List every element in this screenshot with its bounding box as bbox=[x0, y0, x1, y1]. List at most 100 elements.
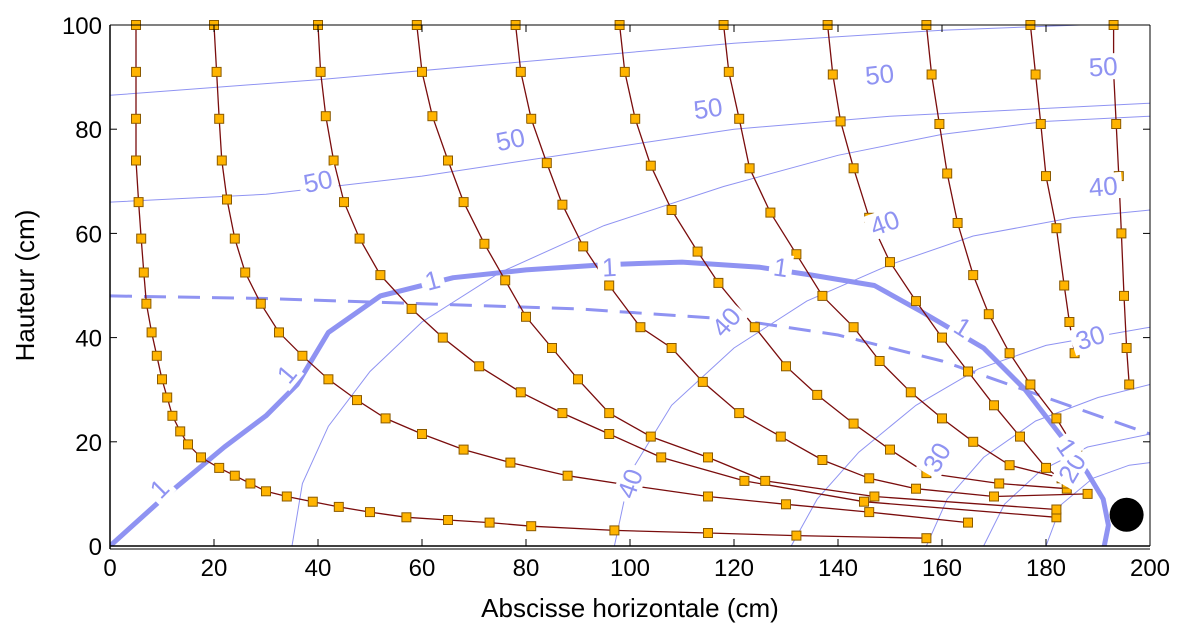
contour-label-16: 1 bbox=[269, 356, 305, 392]
trajectory-marker-6-6 bbox=[817, 290, 828, 301]
trajectory-marker-1-4 bbox=[222, 194, 232, 205]
trajectory-marker-0-7 bbox=[141, 298, 152, 309]
trajectory-marker-7-10 bbox=[1015, 431, 1025, 442]
trajectory-marker-10-7 bbox=[1124, 379, 1135, 390]
trajectory-marker-6-12 bbox=[1004, 460, 1015, 471]
trajectory-marker-2-1 bbox=[315, 66, 326, 77]
trajectory-marker-4-12 bbox=[817, 455, 828, 465]
trajectory-marker-7-9 bbox=[989, 400, 999, 411]
trajectory-marker-0-24 bbox=[401, 512, 412, 523]
x-tick-label: 0 bbox=[103, 555, 116, 582]
trajectory-marker-3-7 bbox=[521, 311, 531, 322]
x-tick-label: 200 bbox=[1130, 555, 1170, 582]
contour-label-bg bbox=[862, 204, 908, 242]
y-tick-label: 40 bbox=[75, 326, 102, 353]
trajectory-marker-5-5 bbox=[692, 246, 703, 257]
contour-label-bg bbox=[1068, 319, 1113, 356]
trajectory-marker-2-8 bbox=[437, 332, 448, 343]
source-dot bbox=[1109, 497, 1144, 532]
contour-label-3: 50 bbox=[859, 58, 900, 91]
contour-label-bg bbox=[489, 122, 532, 157]
contour-label-2: 50 bbox=[687, 92, 729, 125]
trajectory-marker-2-6 bbox=[375, 270, 386, 281]
trajectory-line-0 bbox=[135, 25, 927, 539]
x-axis-title: Abscisse horizontale (cm) bbox=[481, 593, 779, 623]
trajectory-marker-2-4 bbox=[339, 197, 349, 208]
trajectory-marker-0-22 bbox=[333, 501, 344, 512]
x-tick-label: 80 bbox=[513, 555, 540, 582]
trajectory-line-8 bbox=[925, 24, 1078, 453]
trajectory-marker-0-29 bbox=[703, 528, 713, 538]
trajectory-marker-3-14 bbox=[869, 491, 880, 502]
trajectory-marker-5-10 bbox=[848, 418, 859, 429]
contour-label-5: 40 bbox=[862, 204, 908, 242]
trajectory-marker-4-8 bbox=[666, 343, 677, 353]
x-tick-label: 160 bbox=[922, 555, 962, 582]
x-tick-label: 120 bbox=[714, 555, 754, 582]
trajectory-marker-4-5 bbox=[578, 241, 589, 252]
contour-label-8: 40 bbox=[611, 461, 649, 506]
contour-label-bg bbox=[597, 253, 622, 281]
trajectory-marker-0-14 bbox=[183, 439, 193, 450]
contour-line-2 bbox=[110, 102, 1150, 203]
trajectory-marker-4-13 bbox=[864, 473, 875, 484]
trajectory-marker-2-2 bbox=[320, 111, 331, 122]
contour-label-12: 1 bbox=[417, 264, 447, 297]
contour-label-bg bbox=[687, 92, 729, 124]
contour-label-15: 1 bbox=[946, 310, 980, 345]
trajectory-marker-9-6 bbox=[1064, 317, 1075, 327]
trajectory-marker-1-19 bbox=[781, 499, 791, 510]
trajectory-line-1 bbox=[213, 24, 969, 524]
trajectory-marker-0-11 bbox=[162, 392, 173, 403]
trajectory-marker-3-10 bbox=[604, 408, 615, 419]
contour-label-bg bbox=[916, 434, 958, 481]
trajectory-marker-2-7 bbox=[406, 303, 417, 314]
contour-label-text: 50 bbox=[1088, 51, 1118, 82]
trajectory-marker-0-18 bbox=[245, 478, 256, 489]
trajectory-marker-0-17 bbox=[229, 470, 240, 481]
trajectory-marker-8-7 bbox=[1004, 348, 1015, 359]
trajectory-marker-0-19 bbox=[261, 486, 271, 497]
trajectory-line-5 bbox=[618, 24, 1067, 490]
trajectory-marker-0-12 bbox=[167, 410, 178, 421]
trajectory-marker-6-9 bbox=[905, 387, 916, 398]
trajectory-marker-8-3 bbox=[942, 168, 953, 179]
trajectory-marker-6-3 bbox=[744, 163, 755, 174]
contour-label-13: 1 bbox=[597, 252, 622, 283]
trajectory-marker-8-4 bbox=[952, 218, 963, 228]
trajectory-marker-4-1 bbox=[515, 66, 526, 77]
trajectory-marker-2-14 bbox=[739, 475, 750, 486]
trajectory-marker-6-10 bbox=[937, 413, 947, 424]
trajectory-marker-4-10 bbox=[734, 408, 745, 419]
contour-label-text: 50 bbox=[493, 122, 528, 157]
trajectory-marker-1-6 bbox=[240, 267, 251, 278]
trajectory-marker-2-3 bbox=[328, 155, 339, 166]
contour-label-10: 30 bbox=[916, 434, 958, 481]
trajectory-marker-2-9 bbox=[474, 361, 485, 372]
trajectory-marker-2-5 bbox=[354, 233, 365, 244]
trajectory-marker-1-21 bbox=[963, 517, 973, 528]
x-tick-label: 40 bbox=[305, 555, 332, 582]
contour-label-bg bbox=[703, 299, 749, 345]
contour-label-bg bbox=[767, 252, 794, 282]
trajectory-marker-5-11 bbox=[885, 444, 895, 455]
trajectory-marker-1-15 bbox=[505, 457, 516, 468]
contour-label-bg bbox=[1049, 430, 1085, 464]
trajectory-marker-1-3 bbox=[216, 155, 227, 166]
contour-label-text: 40 bbox=[1087, 170, 1118, 202]
trajectory-marker-0-21 bbox=[307, 496, 318, 507]
trajectory-marker-0-13 bbox=[175, 426, 186, 437]
trajectory-marker-7-6 bbox=[911, 296, 921, 307]
trajectory-marker-1-13 bbox=[417, 429, 427, 439]
x-tick-label: 100 bbox=[610, 555, 650, 582]
contour-label-bg bbox=[296, 164, 340, 198]
trajectory-marker-3-9 bbox=[573, 374, 583, 385]
trajectory-marker-3-5 bbox=[479, 238, 490, 249]
trajectory-marker-0-6 bbox=[138, 267, 149, 278]
trajectory-line-9 bbox=[1029, 24, 1076, 354]
contour-label-bg bbox=[1083, 171, 1124, 202]
contour-line-3 bbox=[110, 25, 1095, 96]
trajectory-marker-7-11 bbox=[1041, 462, 1051, 473]
contour-line-4 bbox=[291, 115, 1150, 546]
